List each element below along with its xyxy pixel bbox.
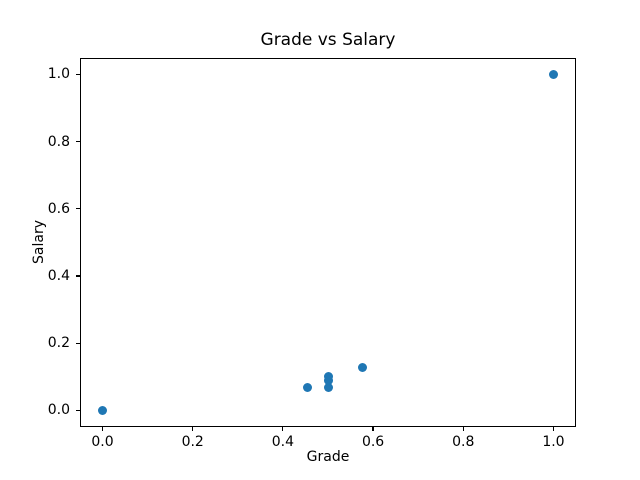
y-tick-label: 0.8 [47,133,70,150]
y-tick-mark [76,342,80,344]
x-tick-mark [282,427,284,432]
y-tick-mark [76,409,80,411]
y-tick-mark [76,208,80,210]
y-tick-label: 0.0 [47,402,70,419]
x-tick-label: 0.8 [452,434,475,451]
x-tick-label: 0.2 [181,434,204,451]
x-tick-mark [372,427,374,432]
chart-title: Grade vs Salary [260,30,396,50]
y-axis-label: Salary [31,220,47,264]
x-tick-label: 0.4 [271,434,295,451]
y-tick-label: 0.2 [47,335,70,352]
data-point [303,383,313,393]
y-tick-mark [76,141,80,143]
x-tick-label: 1.0 [542,434,565,451]
y-tick-label: 1.0 [47,66,70,83]
x-tick-label: 0.0 [91,434,114,451]
y-tick-mark [76,73,80,75]
data-point [548,69,558,79]
x-tick-mark [552,427,555,432]
data-point [98,405,108,415]
x-tick-mark [192,427,194,432]
data-point [323,371,333,381]
data-point [358,363,368,373]
y-tick-label: 0.4 [47,268,70,284]
data-point [323,383,333,393]
x-tick-mark [462,427,464,432]
x-tick-mark [101,427,104,432]
x-axis-label: Grade [306,449,350,465]
y-tick-label: 0.6 [47,200,70,217]
x-tick-label: 0.6 [361,434,385,451]
y-tick-mark [76,275,80,277]
plot-area [80,57,576,428]
